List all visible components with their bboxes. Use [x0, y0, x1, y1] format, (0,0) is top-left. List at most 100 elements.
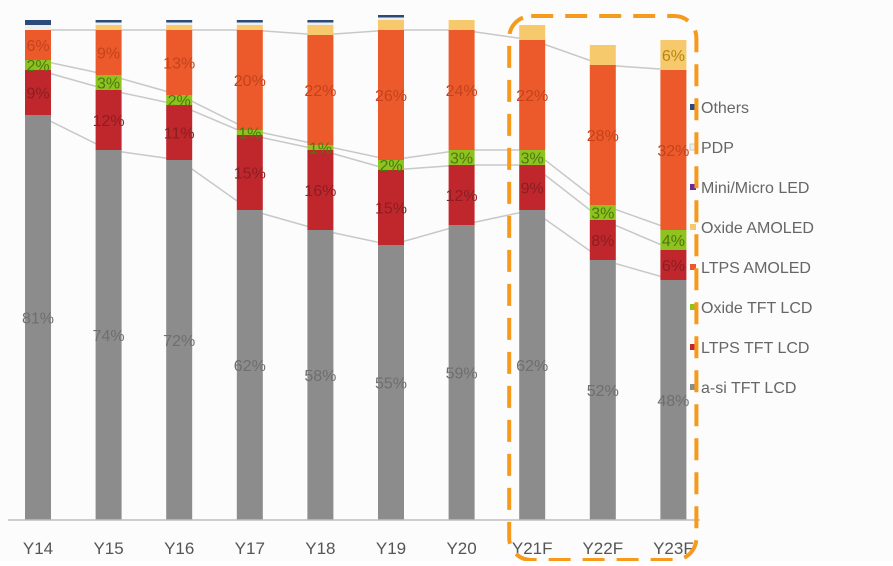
label-ltps-tft-lcd-y20: 12% — [446, 188, 478, 205]
label-ltps-tft-lcd-y22f: 8% — [591, 233, 614, 250]
label-oxide-tft-lcd-y16: 2% — [168, 93, 191, 110]
bar-others-y17 — [236, 20, 263, 23]
bar-a-si-tft-lcd-y15 — [95, 150, 122, 520]
connector-a-si-tft-lcd — [37, 114, 674, 281]
x-tick-y19: Y19 — [376, 539, 406, 558]
label-ltps-tft-lcd-y19: 15% — [375, 201, 407, 218]
label-oxide-tft-lcd-y17: 1% — [238, 126, 261, 143]
label-oxide-tft-lcd-y20: 3% — [450, 151, 473, 168]
bar-oxide-tft-lcd-y22f — [589, 205, 616, 220]
bars-group — [25, 15, 687, 520]
bar-ltps-tft-lcd-y20 — [448, 165, 475, 225]
connector-lines — [37, 29, 674, 281]
legend-label-ltps-amoled: LTPS AMOLED — [701, 260, 811, 277]
legend: Others PDP Mini/Micro LED Oxide AMOLED LTPS … — [689, 100, 814, 397]
bar-a-si-tft-lcd-y22f — [589, 260, 616, 520]
bar-ltps-tft-lcd-y18 — [307, 150, 334, 230]
label-ltps-tft-lcd-y14: 9% — [26, 86, 49, 103]
forecast-highlight — [507, 14, 699, 562]
bar-ltps-tft-lcd-y22f — [589, 220, 616, 260]
bar-a-si-tft-lcd-y14 — [25, 115, 51, 520]
label-ltps-amoled-y21f: 22% — [516, 88, 548, 105]
label-oxide-tft-lcd-y22f: 3% — [591, 206, 614, 223]
bar-others-y18 — [307, 20, 334, 23]
label-ltps-tft-lcd-y18: 16% — [304, 183, 336, 200]
label-ltps-amoled-y19: 26% — [375, 88, 407, 105]
label-a-si-tft-lcd-y17: 62% — [234, 358, 266, 375]
bar-oxide-amoled-y16 — [166, 25, 193, 30]
bar-ltps-amoled-y19 — [378, 30, 404, 160]
label-ltps-tft-lcd-y17: 15% — [234, 166, 266, 183]
x-tick-y16: Y16 — [164, 539, 194, 558]
bar-ltps-amoled-y16 — [166, 30, 193, 95]
bar-ltps-amoled-y18 — [307, 35, 334, 145]
x-tick-y21f: Y21F — [512, 539, 553, 558]
x-tick-y14: Y14 — [23, 539, 53, 558]
x-tick-y18: Y18 — [305, 539, 335, 558]
bar-ltps-tft-lcd-y14 — [25, 70, 51, 115]
label-oxide-tft-lcd-y19: 2% — [379, 158, 402, 175]
label-ltps-tft-lcd-y15: 12% — [93, 113, 125, 130]
bar-oxide-tft-lcd-y14 — [25, 60, 51, 70]
bar-a-si-tft-lcd-y23f — [660, 280, 687, 520]
bar-pdp-y17 — [236, 22, 263, 25]
label-ltps-tft-lcd-y16: 11% — [164, 126, 195, 143]
label-ltps-amoled-y14: 6% — [26, 38, 49, 55]
legend-swatch-oxide-amoled — [690, 224, 696, 230]
label-oxide-tft-lcd-y14: 2% — [26, 58, 49, 75]
bar-others-y16 — [166, 20, 193, 23]
label-ltps-amoled-y20: 24% — [446, 83, 478, 100]
bar-oxide-tft-lcd-y15 — [95, 75, 122, 90]
bar-a-si-tft-lcd-y16 — [166, 160, 193, 520]
legend-label-oxide-amoled: Oxide AMOLED — [701, 220, 814, 237]
label-oxide-tft-lcd-y18: 1% — [309, 141, 332, 158]
legend-label-mini-micro-led: Mini/Micro LED — [701, 180, 809, 197]
label-ltps-tft-lcd-y23f: 6% — [662, 258, 685, 275]
x-tick-y17: Y17 — [235, 539, 265, 558]
bar-oxide-tft-lcd-y17 — [236, 130, 263, 135]
data-labels-group: 81% 74% 72% 62% 58% 55% 59% 62% 52% 48% 9% 12% 11% 15… — [22, 38, 689, 410]
x-tick-y23f: Y23F — [653, 539, 694, 558]
bar-oxide-amoled-y20 — [448, 20, 475, 30]
bar-others-y14 — [25, 20, 51, 25]
bar-oxide-tft-lcd-y16 — [166, 95, 193, 105]
bar-ltps-amoled-y20 — [448, 30, 475, 150]
bar-oxide-amoled-y15 — [95, 25, 122, 30]
label-a-si-tft-lcd-y21f: 62% — [516, 358, 548, 375]
connector-ltps-tft-lcd — [37, 69, 674, 251]
bar-oxide-amoled-y22f — [589, 45, 616, 65]
bar-a-si-tft-lcd-y17 — [236, 210, 263, 520]
bar-ltps-amoled-y17 — [236, 30, 263, 130]
bar-oxide-amoled-y19 — [378, 20, 404, 30]
legend-swatch-ltps-tft-lcd — [690, 344, 696, 350]
label-oxide-tft-lcd-y21f: 3% — [521, 151, 544, 168]
label-oxide-tft-lcd-y15: 3% — [97, 76, 120, 93]
bar-oxide-tft-lcd-y23f — [660, 230, 687, 250]
label-ltps-amoled-y15: 9% — [97, 46, 120, 63]
bar-oxide-amoled-y21f — [519, 25, 546, 40]
x-tick-y20: Y20 — [446, 539, 476, 558]
bar-a-si-tft-lcd-y19 — [378, 245, 404, 520]
bar-pdp-y14 — [25, 25, 51, 30]
bar-ltps-tft-lcd-y15 — [95, 90, 122, 150]
x-tick-y15: Y15 — [93, 539, 123, 558]
label-a-si-tft-lcd-y18: 58% — [304, 368, 336, 385]
legend-label-a-si-tft-lcd: a-si TFT LCD — [701, 380, 796, 397]
legend-label-oxide-tft-lcd: Oxide TFT LCD — [701, 300, 812, 317]
connector-ltps-amoled — [38, 29, 674, 71]
legend-swatch-mini-micro-led — [690, 184, 696, 190]
bar-ltps-tft-lcd-y17 — [236, 135, 263, 210]
label-ltps-amoled-y22f: 28% — [587, 128, 619, 145]
bar-pdp-y19 — [378, 17, 404, 20]
bar-pdp-y16 — [166, 22, 193, 25]
bar-ltps-tft-lcd-y19 — [378, 170, 404, 245]
legend-label-others: Others — [701, 100, 749, 117]
bar-ltps-amoled-y23f — [660, 70, 687, 230]
legend-label-ltps-tft-lcd: LTPS TFT LCD — [701, 340, 809, 357]
bar-ltps-amoled-y21f — [519, 40, 546, 150]
bar-ltps-tft-lcd-y21f — [519, 165, 546, 210]
bar-ltps-tft-lcd-y16 — [166, 105, 193, 160]
label-ltps-tft-lcd-y21f: 9% — [521, 181, 544, 198]
